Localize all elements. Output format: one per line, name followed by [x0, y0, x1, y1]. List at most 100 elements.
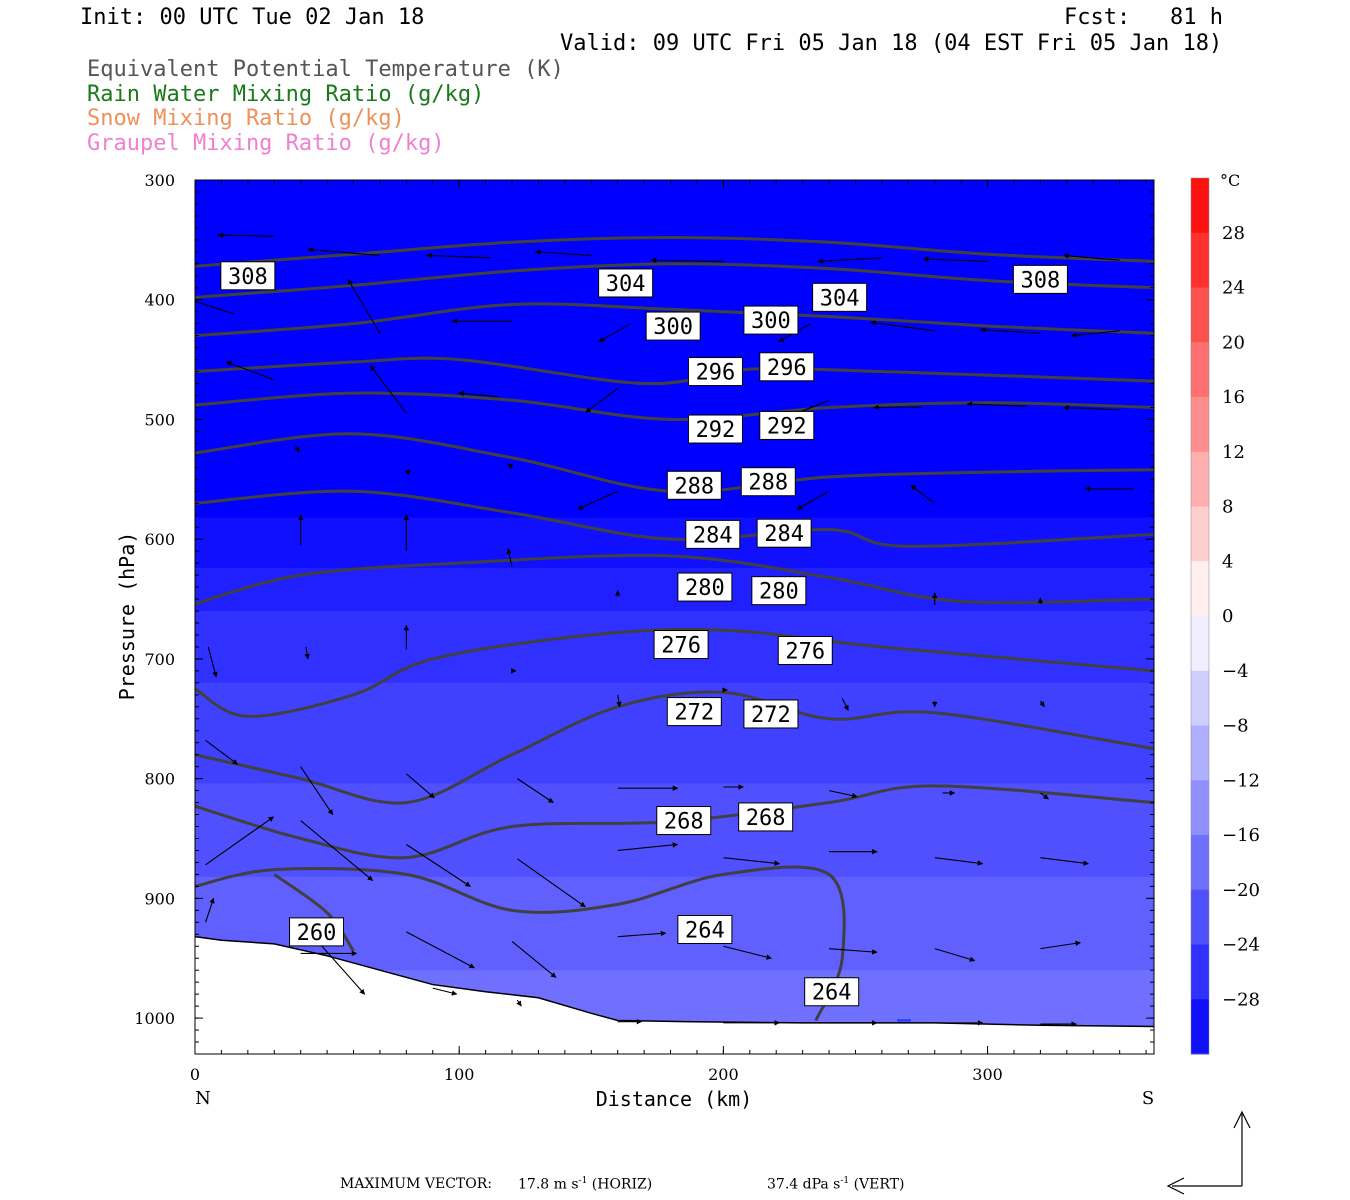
colorbar-bin [1191, 342, 1209, 398]
contour-label-text: 284 [693, 523, 733, 548]
wind-vector [1063, 404, 1120, 411]
wind-vector [458, 390, 499, 398]
contour-label-text: 280 [759, 580, 799, 605]
colorbar-bin [1191, 232, 1209, 288]
reference-vector-icon [1166, 1110, 1251, 1195]
contour-label-296: 296 [687, 357, 743, 387]
temperature-band [195, 575, 1154, 583]
field-label-theta-e: Equivalent Potential Temperature (K) [87, 57, 564, 82]
temperature-band [195, 345, 1154, 354]
field-label-rain: Rain Water Mixing Ratio (g/kg) [87, 82, 485, 107]
wind-vector [796, 490, 830, 510]
temperature-band [195, 912, 1154, 921]
temperature-band [195, 366, 1154, 375]
colorbar-bin [1191, 178, 1209, 234]
wind-vector [910, 484, 936, 504]
valid-time: Valid: 09 UTC Fri 05 Jan 18 (04 EST Fri … [560, 31, 1223, 56]
temperature-band [195, 941, 1154, 950]
temperature-band [195, 927, 1154, 935]
temperature-band [195, 194, 1154, 203]
wind-vector [369, 365, 407, 414]
colorbar-label: 16 [1222, 387, 1245, 408]
x-tick-label: 0 [190, 1065, 200, 1084]
temperature-band [195, 1006, 1154, 1014]
contour-label-box [677, 572, 733, 602]
wind-vector [516, 858, 586, 908]
temperature-band [195, 187, 1154, 195]
contour-label-304: 304 [598, 268, 654, 298]
terrain-line [195, 935, 1154, 1028]
temperature-band [195, 1013, 1154, 1022]
wind-vector [723, 857, 780, 866]
wind-vector [205, 897, 215, 923]
colorbar-bin [1191, 506, 1209, 562]
wind-vector [723, 945, 772, 960]
wind-vector [617, 842, 679, 852]
contour-label-264: 264 [804, 977, 860, 1007]
axes: 300 400 500 600 700 800 900 1000 0 100 200 300 N S Dis… [115, 171, 1154, 1111]
temperature-band [195, 373, 1154, 382]
colorbar-bin [1191, 725, 1209, 781]
temperature-band [195, 618, 1154, 626]
wind-vector [1040, 857, 1089, 866]
temperature-band [195, 395, 1154, 404]
colorbar-label: 20 [1222, 332, 1245, 353]
temperature-band [195, 761, 1154, 770]
wind-vector [1039, 700, 1045, 708]
contour-label-text: 308 [1021, 268, 1061, 293]
contour-label-text: 288 [674, 474, 714, 499]
temperature-band [195, 215, 1154, 224]
colorbar-label: −28 [1222, 989, 1260, 1010]
contour-label-box [759, 352, 815, 382]
contour-label-text: 268 [664, 810, 704, 835]
contour-label-276: 276 [653, 630, 709, 660]
max-vector-vert: 37.4 dPa s-1 (VERT) [767, 1176, 905, 1193]
theta-e-contour-276 [195, 627, 1154, 718]
wind-vector [404, 469, 411, 476]
colorbar-label: −4 [1222, 661, 1249, 682]
theta-e-contour-268 [195, 784, 1154, 860]
theta-e-contour-264 [195, 865, 846, 1022]
temperature-band [195, 180, 1154, 188]
wind-vector [307, 247, 380, 256]
temperature-band [195, 230, 1154, 239]
colorbar-label: −24 [1222, 935, 1260, 956]
wind-vector [617, 930, 667, 938]
contour-label-260: 260 [289, 917, 345, 947]
wind-vector [934, 948, 976, 962]
theta-e-contour-272 [195, 690, 1154, 805]
contour-label-296: 296 [759, 352, 815, 382]
wind-vector [841, 698, 849, 711]
contour-label-292: 292 [759, 410, 815, 440]
contour-label-300: 300 [645, 311, 701, 341]
colorbar-label: −20 [1222, 880, 1260, 901]
wind-vector [294, 445, 300, 453]
colorbar-bin [1191, 561, 1209, 617]
temperature-band [195, 388, 1154, 397]
contour-label-text: 276 [661, 634, 701, 659]
contour-label-text: 292 [767, 414, 807, 439]
terrain [195, 935, 1154, 1054]
contour-label-308: 308 [1012, 264, 1068, 294]
contour-label-text: 260 [297, 921, 337, 946]
wind-vector [870, 320, 935, 332]
temperature-band [195, 747, 1154, 756]
contour-label-box [738, 802, 794, 832]
temperature-band [195, 302, 1154, 310]
theta-e-contour-292 [195, 391, 1154, 422]
temperature-band [195, 991, 1154, 1000]
contour-label-text: 292 [696, 418, 736, 443]
wind-vector [426, 252, 491, 259]
wind-vector [406, 931, 475, 969]
temperature-band [195, 898, 1154, 907]
temperature-band [195, 503, 1154, 512]
wind-vector [300, 820, 374, 881]
field-label-graupel: Graupel Mixing Ratio (g/kg) [87, 131, 445, 156]
wind-vector [347, 278, 381, 334]
temperature-band [195, 287, 1154, 296]
temperature-band [195, 905, 1154, 914]
wind-vector [205, 739, 239, 765]
theta-e-contour-284 [195, 489, 1154, 548]
theta-e-contour-300 [195, 302, 1154, 338]
